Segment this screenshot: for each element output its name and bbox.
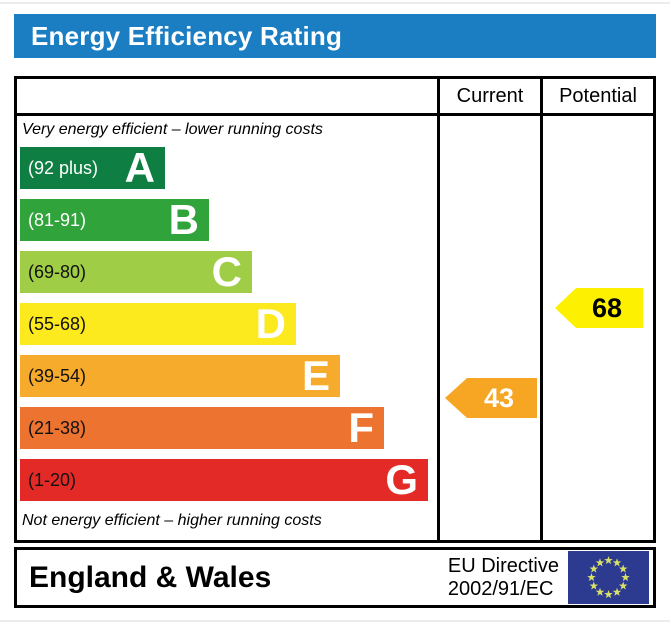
bottom-scale-note: Not energy efficient – higher running co… [22,512,322,529]
band-c-letter: C [211,248,242,295]
band-d-bar: (55-68) D [20,303,296,345]
band-row-d: (55-68) D [20,303,437,345]
band-f-range: (21-38) [28,417,87,438]
current-rating-value: 43 [483,382,515,413]
band-row-b: (81-91) B [20,199,437,241]
band-e-bar: (39-54) E [20,355,340,397]
band-b-letter: B [168,196,199,243]
header-corner-cell [17,79,437,113]
bands-column: Very energy efficient – lower running co… [17,116,437,540]
band-row-a: (92 plus) A [20,147,437,189]
band-d-letter: D [255,300,286,347]
band-row-g: (1-20) G [20,459,437,501]
band-d-range: (55-68) [28,313,87,334]
band-f-letter: F [348,404,374,451]
current-column: 43 [437,116,540,540]
bottom-edge-line [0,620,670,622]
eu-directive-line2: 2002/91/EC [447,577,554,600]
band-f-bar: (21-38) F [20,407,384,449]
band-e-range: (39-54) [28,365,87,386]
band-row-c: (69-80) C [20,251,437,293]
band-b-range: (81-91) [28,209,87,230]
potential-rating-value: 68 [591,292,623,323]
band-a-bar: (92 plus) A [20,147,165,189]
band-row-f: (21-38) F [20,407,437,449]
band-g-bar: (1-20) G [20,459,428,501]
potential-rating-arrow: 68 [555,288,643,328]
table-body: Very energy efficient – lower running co… [17,116,653,540]
footer: England & Wales EU Directive 2002/91/EC [14,547,656,608]
top-scale-note: Very energy efficient – lower running co… [22,121,323,138]
band-a-letter: A [124,144,155,191]
title-bar: Energy Efficiency Rating [14,14,656,58]
table-header-row: Current Potential [17,79,653,116]
eu-directive-line1: EU Directive [447,554,559,577]
band-c-bar: (69-80) C [20,251,252,293]
potential-column: 68 [540,116,653,540]
eu-flag-icon [568,551,649,604]
current-column-header: Current [437,79,540,113]
top-edge-line [0,2,670,4]
band-b-bar: (81-91) B [20,199,209,241]
eu-directive-text: EU Directive 2002/91/EC [448,555,559,601]
band-row-e: (39-54) E [20,355,437,397]
band-g-letter: G [385,456,418,503]
band-e-letter: E [301,352,330,399]
band-c-range: (69-80) [28,261,87,282]
energy-rating-table: Current Potential Very energy efficient … [14,76,656,543]
band-g-range: (1-20) [28,469,77,490]
region-label: England & Wales [29,560,272,594]
page-title: Energy Efficiency Rating [31,20,343,51]
current-rating-arrow: 43 [445,378,537,418]
potential-column-header: Potential [540,79,653,113]
band-a-range: (92 plus) [28,157,99,178]
